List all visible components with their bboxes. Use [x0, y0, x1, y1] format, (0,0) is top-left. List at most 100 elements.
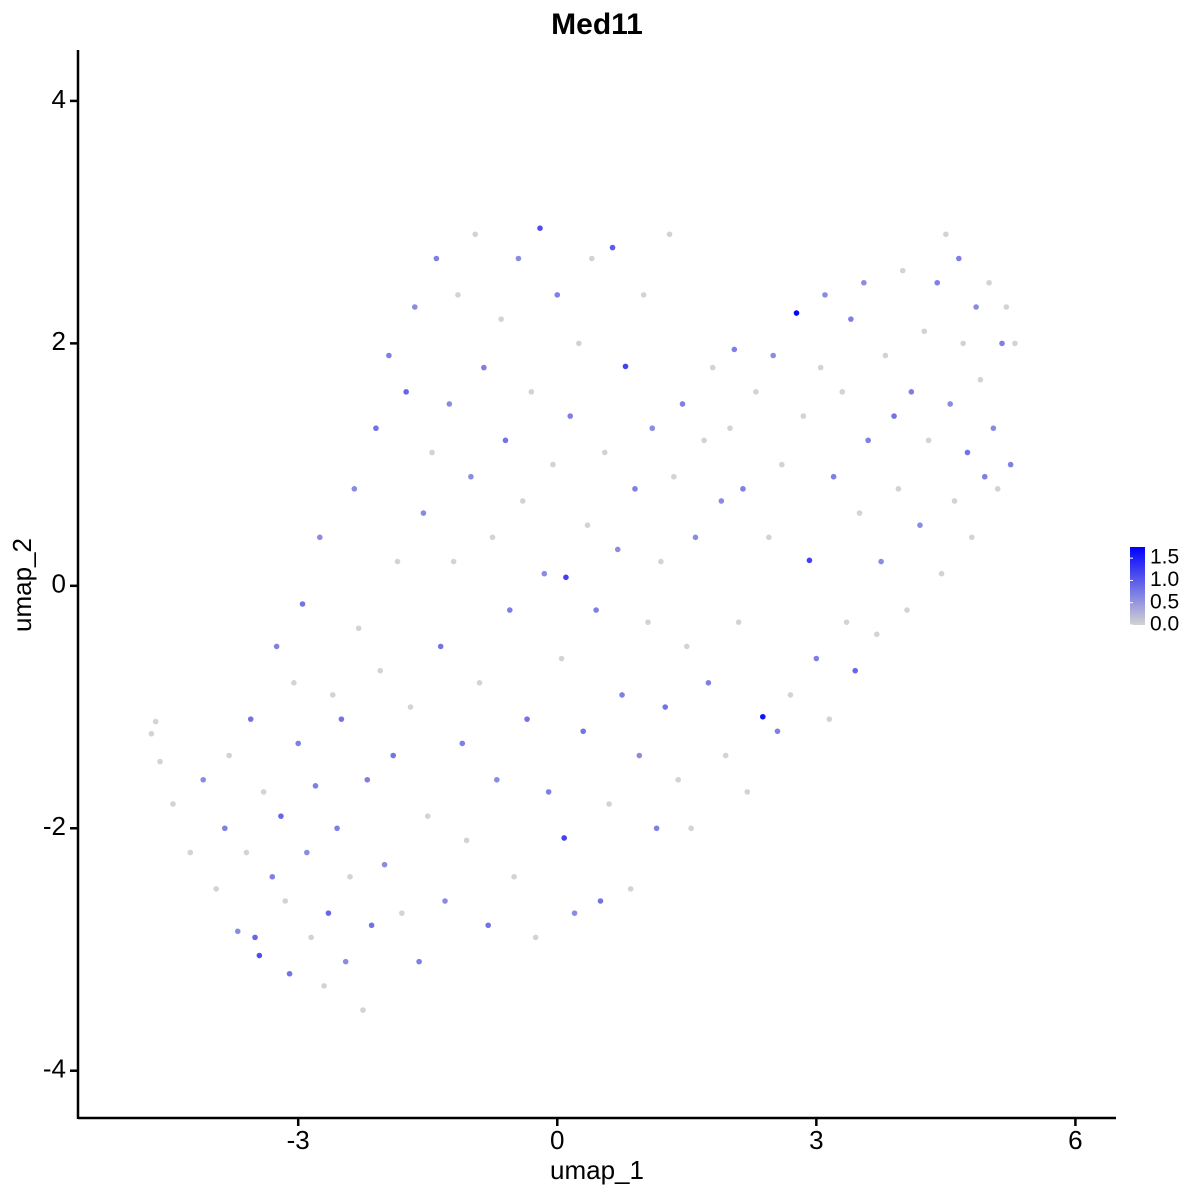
point [606, 801, 612, 807]
point [304, 849, 310, 856]
point [584, 522, 591, 529]
point [597, 898, 604, 904]
point [308, 934, 314, 941]
point [609, 244, 616, 251]
point [459, 740, 466, 747]
point [622, 363, 629, 370]
colorbar-tick-label: 1.5 [1150, 546, 1179, 569]
point [260, 789, 267, 795]
point [148, 730, 155, 737]
point [817, 364, 824, 371]
point [779, 461, 785, 468]
point [964, 449, 971, 456]
point [403, 389, 409, 395]
point [727, 425, 733, 432]
point [558, 655, 565, 662]
point [295, 740, 302, 747]
point [394, 558, 401, 565]
point [848, 316, 854, 322]
point [256, 952, 263, 959]
chart-title: Med11 [551, 8, 643, 41]
point [222, 825, 228, 832]
point [614, 546, 621, 553]
point [528, 389, 535, 395]
point [951, 498, 958, 504]
point [891, 413, 897, 419]
point [601, 449, 608, 456]
point [882, 352, 889, 359]
point [806, 557, 813, 564]
point [571, 910, 578, 916]
point [554, 292, 561, 298]
point [498, 316, 504, 322]
point [990, 425, 997, 432]
point [645, 619, 651, 625]
point [640, 292, 647, 298]
point [1012, 340, 1018, 347]
point [273, 643, 280, 650]
point [278, 813, 284, 819]
point [515, 255, 522, 262]
point [321, 983, 327, 989]
point [973, 304, 979, 310]
point [355, 625, 362, 632]
point [157, 758, 163, 765]
point [200, 776, 207, 783]
point [671, 473, 677, 480]
point [744, 789, 751, 795]
point [316, 534, 323, 541]
point [351, 486, 358, 492]
point [390, 752, 396, 759]
point [947, 401, 953, 407]
point [360, 1007, 366, 1013]
point [468, 473, 474, 480]
point [407, 704, 414, 710]
point [679, 401, 686, 407]
point [381, 861, 388, 868]
point [325, 910, 332, 916]
point [424, 813, 431, 819]
colorbar-tick-label: 0.0 [1150, 613, 1179, 636]
point [541, 570, 548, 577]
point [938, 570, 945, 577]
colorbar-tick-label: 1.0 [1150, 568, 1179, 591]
point [968, 534, 975, 541]
point [878, 558, 884, 565]
point [766, 534, 772, 541]
point [770, 352, 776, 359]
point [489, 534, 496, 541]
point [213, 886, 219, 892]
point [334, 825, 340, 832]
point [226, 752, 232, 759]
point [666, 231, 673, 238]
point [731, 346, 738, 353]
point [299, 601, 306, 607]
point [187, 849, 194, 856]
point [709, 364, 716, 371]
x-tick-label: 6 [1068, 1125, 1082, 1155]
point [994, 486, 1001, 492]
point [632, 486, 638, 492]
point [429, 449, 435, 456]
point [580, 728, 586, 735]
point [908, 389, 915, 395]
point [506, 607, 513, 613]
y-axis-label: umap_2 [7, 538, 37, 632]
point [152, 718, 159, 725]
point [830, 473, 837, 480]
point [787, 692, 794, 698]
point [567, 413, 574, 419]
colorbar-tick-label: 0.5 [1150, 590, 1179, 613]
point [511, 873, 517, 880]
point [826, 716, 833, 722]
point [904, 607, 910, 613]
point [416, 958, 422, 965]
point [411, 304, 418, 310]
point [170, 801, 176, 807]
point [856, 510, 863, 516]
point [692, 534, 699, 541]
point [865, 437, 871, 444]
point [463, 837, 470, 844]
point [627, 886, 634, 892]
